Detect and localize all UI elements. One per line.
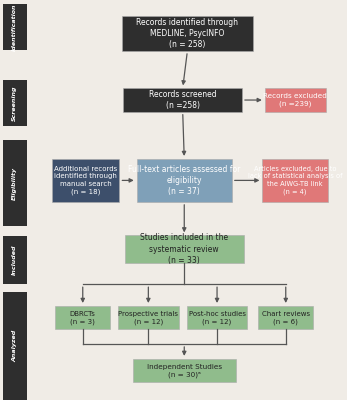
FancyBboxPatch shape — [265, 88, 325, 112]
Text: Post-hoc studies
(n = 12): Post-hoc studies (n = 12) — [188, 310, 246, 325]
Text: Studies included in the
systematic review
(n = 33): Studies included in the systematic revie… — [140, 234, 228, 265]
FancyBboxPatch shape — [187, 306, 247, 329]
FancyBboxPatch shape — [118, 306, 179, 329]
Text: Articles excluded, due to
lack of statistical analysis of
the AIWG-TB link
(n = : Articles excluded, due to lack of statis… — [248, 166, 342, 195]
Text: Full-text articles assessed for
eligibility
(n = 37): Full-text articles assessed for eligibil… — [128, 165, 240, 196]
Text: Records identified through
MEDLINE, PsycINFO
(n = 258): Records identified through MEDLINE, Psyc… — [136, 18, 238, 49]
FancyBboxPatch shape — [137, 159, 232, 202]
Text: DBRCTs
(n = 3): DBRCTs (n = 3) — [70, 310, 96, 325]
FancyBboxPatch shape — [3, 292, 26, 400]
Text: Records excluded
(n =239): Records excluded (n =239) — [263, 93, 327, 107]
Text: Eligibility: Eligibility — [12, 166, 17, 200]
Text: Screening: Screening — [12, 85, 17, 121]
FancyBboxPatch shape — [259, 306, 313, 329]
FancyBboxPatch shape — [123, 88, 242, 112]
FancyBboxPatch shape — [262, 159, 328, 202]
FancyBboxPatch shape — [52, 159, 119, 202]
FancyBboxPatch shape — [133, 359, 236, 382]
FancyBboxPatch shape — [122, 16, 253, 51]
FancyBboxPatch shape — [125, 235, 244, 263]
Text: Identification: Identification — [12, 3, 17, 51]
FancyBboxPatch shape — [3, 80, 26, 126]
FancyBboxPatch shape — [3, 4, 26, 50]
Text: Independent Studies
(n = 30)ᵃ: Independent Studies (n = 30)ᵃ — [147, 364, 222, 378]
Text: Included: Included — [12, 245, 17, 275]
Text: Prospective trials
(n = 12): Prospective trials (n = 12) — [118, 310, 178, 325]
Text: Analyzed: Analyzed — [12, 330, 17, 362]
Text: Chart reviews
(n = 6): Chart reviews (n = 6) — [262, 310, 310, 325]
Text: Additional records
identified through
manual search
(n = 18): Additional records identified through ma… — [54, 166, 118, 195]
FancyBboxPatch shape — [3, 236, 26, 284]
FancyBboxPatch shape — [3, 140, 26, 226]
Text: Records screened
(n =258): Records screened (n =258) — [149, 90, 217, 110]
FancyBboxPatch shape — [56, 306, 110, 329]
